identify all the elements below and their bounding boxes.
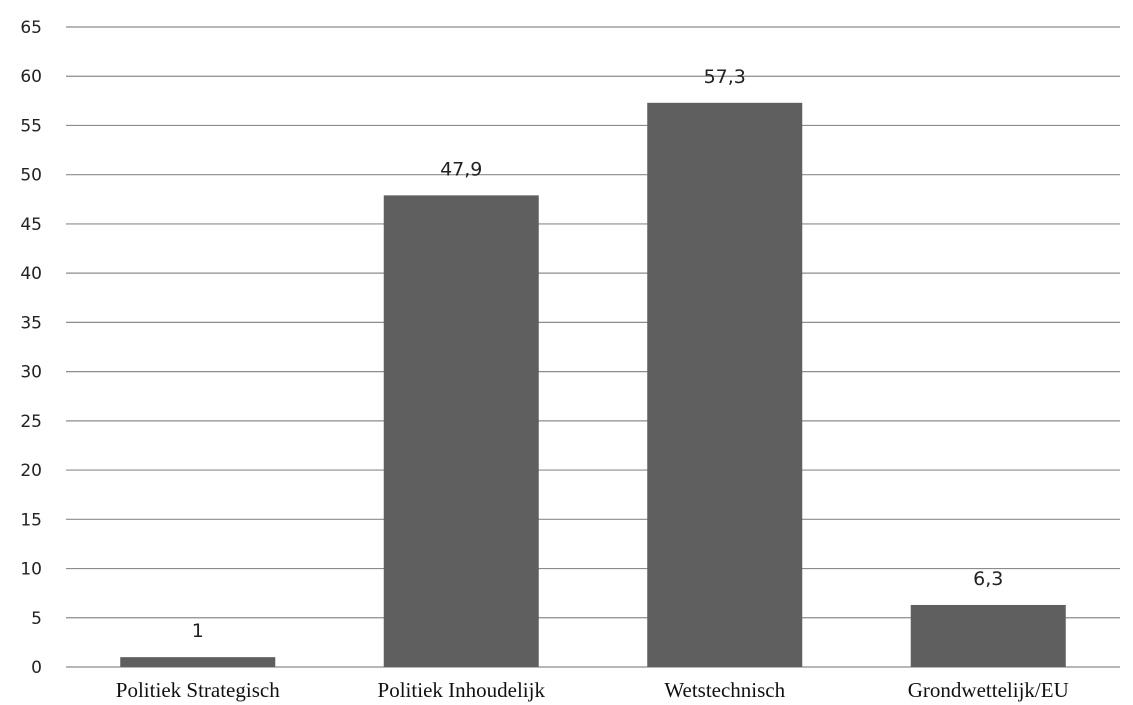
y-tick-label: 5 xyxy=(31,609,42,629)
y-tick-label: 30 xyxy=(20,363,42,383)
bar xyxy=(383,195,539,667)
y-tick-label: 45 xyxy=(20,215,42,235)
y-axis-ticks: 0 5 10 15 20 25 30 35 40 45 50 55 60 65 xyxy=(20,18,42,678)
x-tick-label: Politiek Strategisch xyxy=(116,678,280,702)
y-tick-label: 10 xyxy=(20,560,42,580)
bars xyxy=(120,102,1066,668)
x-tick-label: Wetstechnisch xyxy=(664,678,785,702)
x-tick-label: Politiek Inhoudelijk xyxy=(378,678,546,702)
y-tick-label: 25 xyxy=(20,412,42,432)
y-tick-label: 60 xyxy=(20,67,42,87)
y-tick-label: 35 xyxy=(20,313,42,333)
bar-value-label: 6,3 xyxy=(973,568,1003,590)
y-tick-label: 40 xyxy=(20,264,42,284)
x-tick-label: Grondwettelijk/EU xyxy=(908,678,1069,702)
bar-value-label: 47,9 xyxy=(440,158,482,180)
bar-value-label: 1 xyxy=(192,620,204,642)
bar-value-label: 57,3 xyxy=(704,66,746,88)
bar xyxy=(910,604,1066,667)
y-tick-label: 50 xyxy=(20,166,42,186)
bar xyxy=(647,102,803,668)
y-tick-label: 65 xyxy=(20,18,42,38)
y-tick-label: 20 xyxy=(20,461,42,481)
x-axis-ticks: Politiek Strategisch Politiek Inhoudelijk… xyxy=(116,678,1069,702)
data-labels: 1 47,9 57,3 6,3 xyxy=(192,66,1004,642)
gridlines xyxy=(66,26,1120,668)
y-tick-label: 15 xyxy=(20,510,42,530)
y-tick-label: 0 xyxy=(31,658,42,678)
bar xyxy=(120,657,276,667)
y-tick-label: 55 xyxy=(20,116,42,136)
